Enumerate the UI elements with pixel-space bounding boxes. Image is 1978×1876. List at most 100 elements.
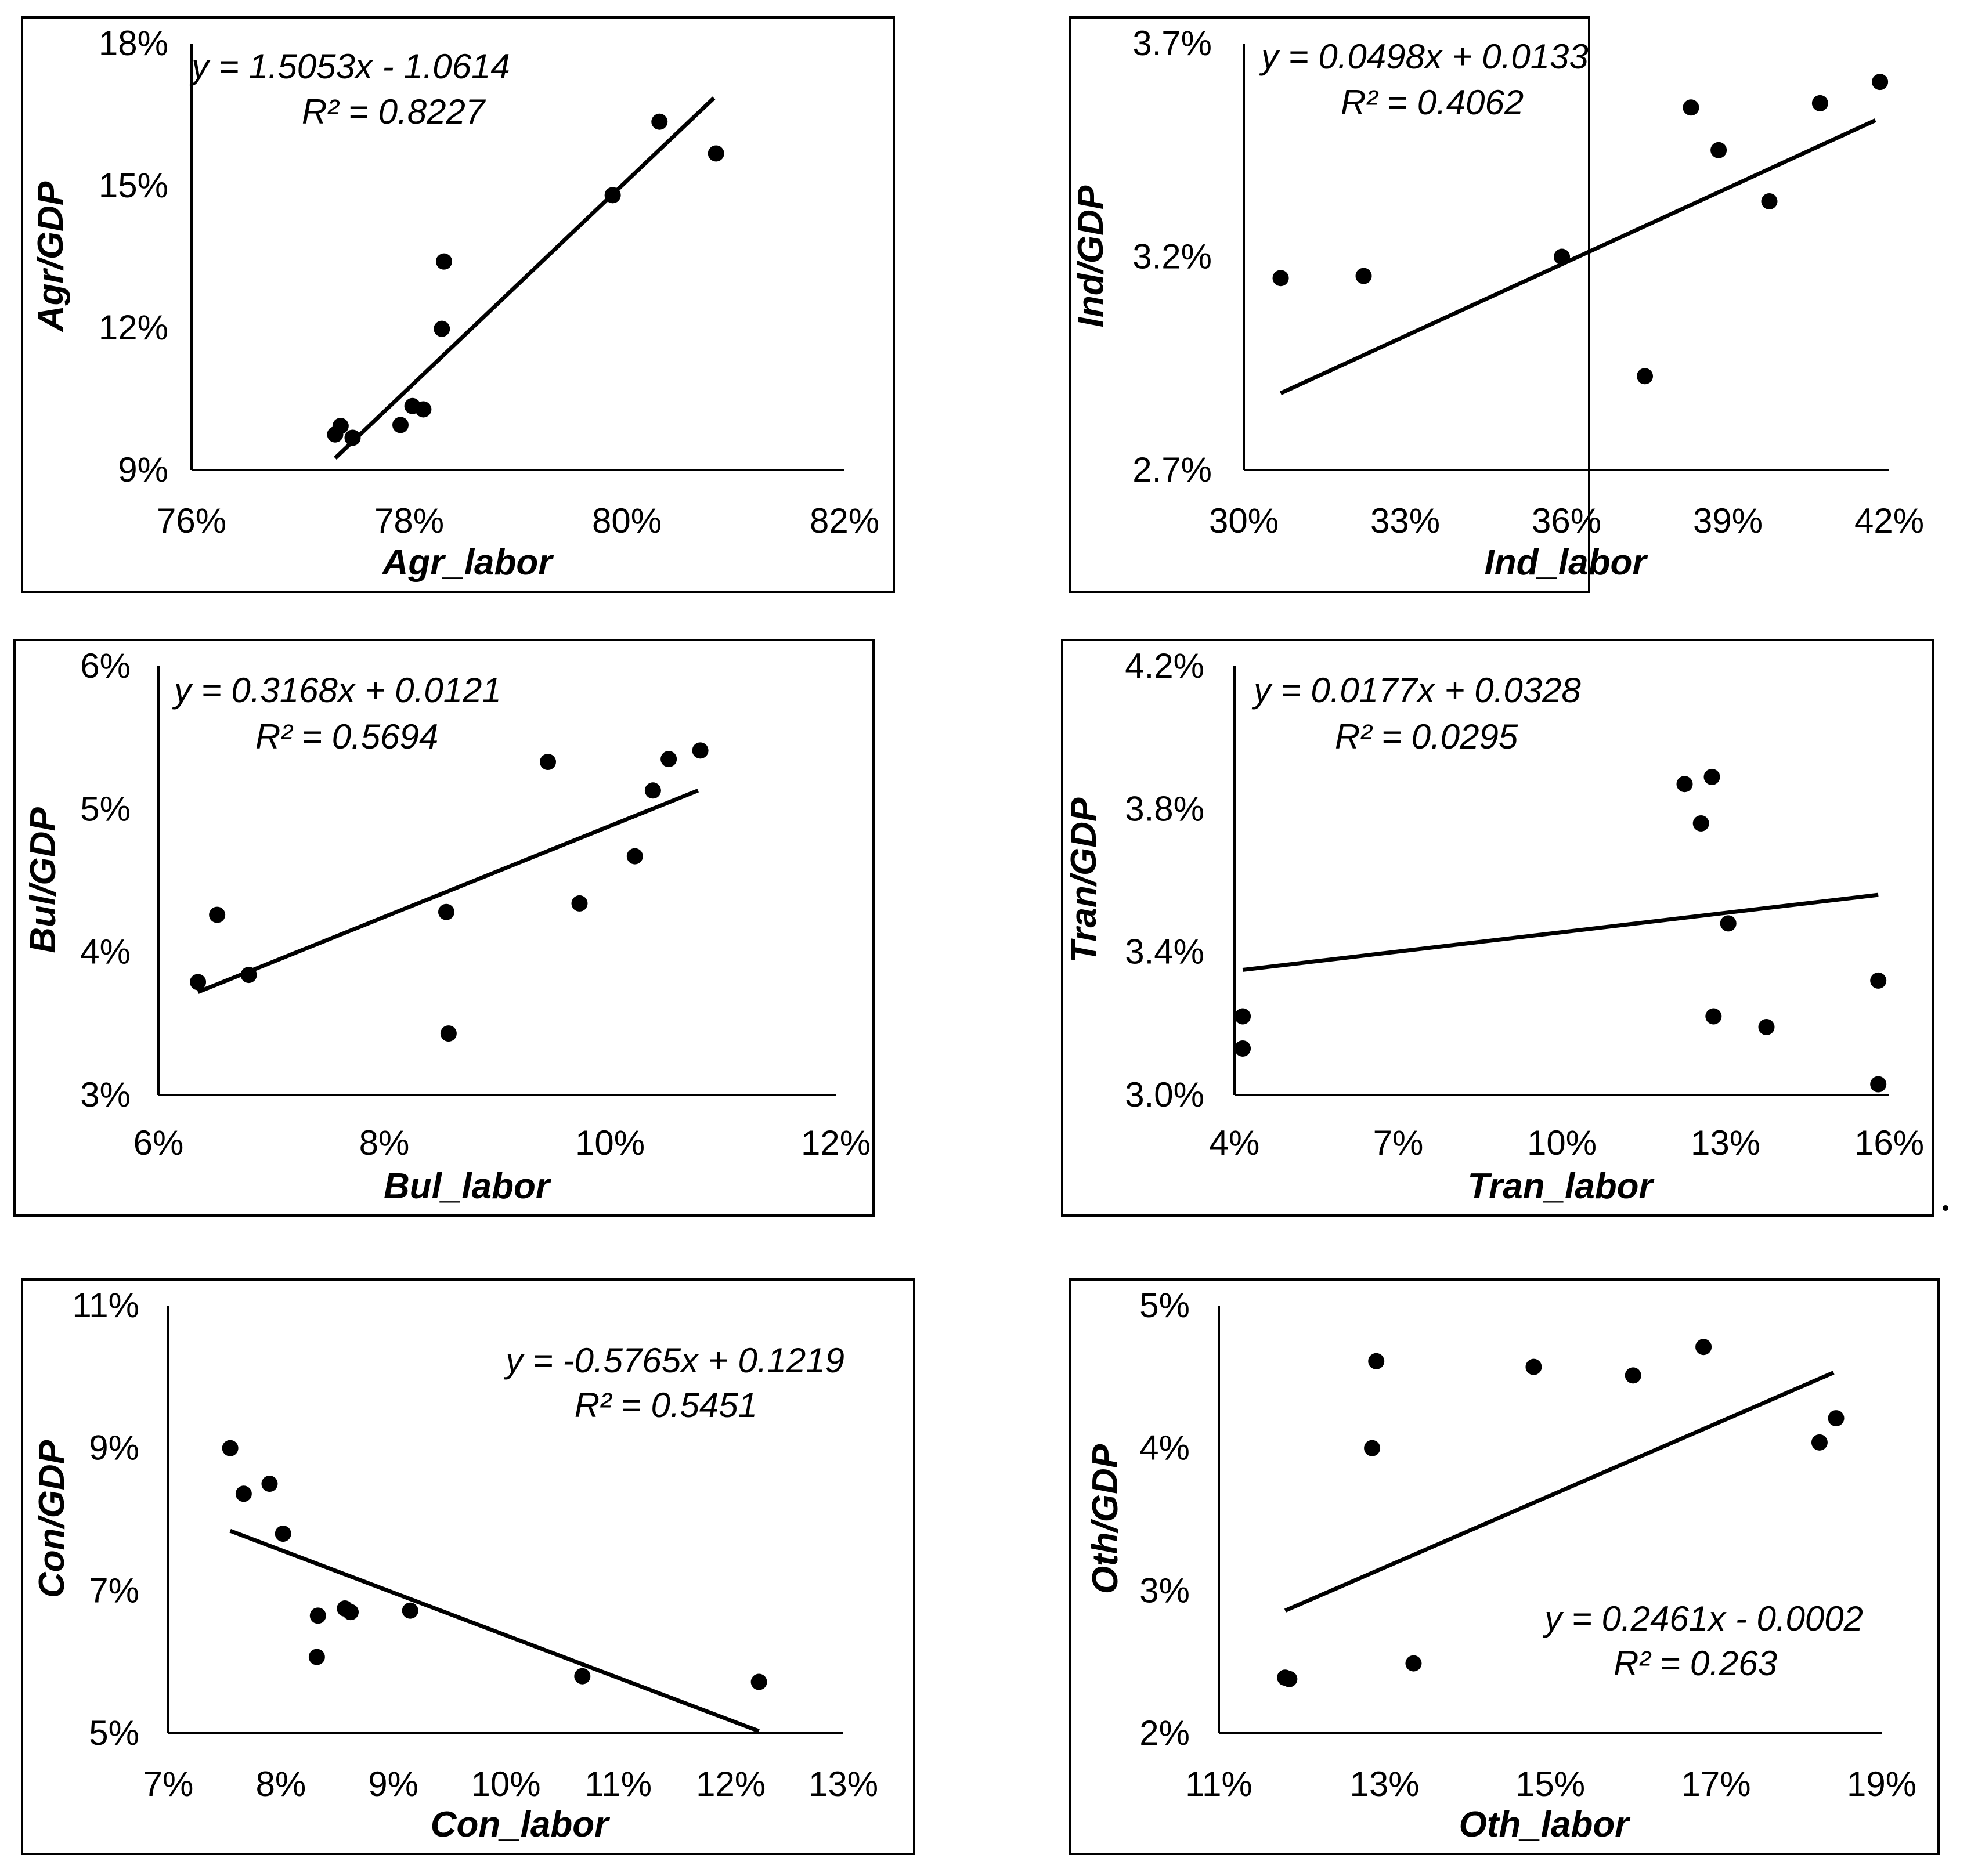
x-tick-label: 82% (810, 501, 879, 540)
y-tick-label: 9% (118, 450, 168, 489)
x-tick-label: 78% (374, 501, 444, 540)
regression-equation: y = 0.0498x + 0.0133 (1259, 37, 1589, 76)
data-point (222, 1440, 239, 1456)
data-point (1676, 776, 1693, 793)
x-tick-label: 13% (1349, 1765, 1419, 1803)
r-squared-label: R² = 0.5694 (255, 717, 438, 756)
x-tick-label: 10% (1527, 1123, 1597, 1162)
y-tick-label: 11% (72, 1286, 139, 1325)
trendline (1280, 118, 1876, 395)
r-squared-label: R² = 0.4062 (1341, 83, 1524, 122)
scatter-panel-3: 6% 8% 10% 12% 3% 4% 5% 6% Bul_labor Bul/GDP y = 0.… (13, 639, 875, 1217)
data-point (1235, 1008, 1251, 1025)
scatter-panel-1: 76% 78% 80% 82% 9% 12% 15% 18% Agr_labor Agr/GDP y… (21, 16, 895, 593)
regression-equation: y = 0.0177x + 0.0328 (1251, 671, 1581, 710)
y-axis-title: Con/GDP (32, 1440, 72, 1598)
panel-frame (1061, 639, 1934, 1217)
x-axis-title: Ind_labor (1484, 543, 1648, 583)
x-tick-label: 7% (143, 1765, 194, 1803)
data-point (332, 418, 349, 435)
y-tick-label: 4.2% (1125, 646, 1204, 685)
y-tick-label: 3.2% (1132, 237, 1212, 276)
data-point (604, 187, 621, 204)
y-tick-label: 4% (1139, 1429, 1190, 1467)
data-point (275, 1526, 291, 1542)
panel-frame (21, 16, 895, 593)
r-squared-label: R² = 0.0295 (1335, 717, 1518, 756)
x-tick-label: 7% (1373, 1123, 1424, 1162)
x-tick-label: 36% (1532, 501, 1601, 540)
trendline (1242, 892, 1879, 972)
x-tick-label: 11% (585, 1765, 652, 1803)
x-tick-label: 8% (255, 1765, 306, 1803)
data-point (1554, 248, 1571, 265)
data-point (209, 906, 226, 923)
data-point (434, 320, 450, 337)
x-tick-label: 12% (801, 1123, 871, 1162)
regression-equation: y = 0.3168x + 0.0121 (172, 671, 501, 710)
trendline (334, 96, 716, 460)
data-point (308, 1649, 325, 1665)
data-point (436, 253, 452, 270)
y-tick-label: 7% (89, 1571, 139, 1610)
x-axis-title: Con_labor (431, 1805, 610, 1845)
y-axis-title: Agr/GDP (31, 181, 71, 332)
data-point (1525, 1358, 1542, 1375)
data-point (438, 903, 454, 920)
scatter-panel-4: 4% 7% 10% 13% 16% 3.0% 3.4% 3.8% 4.2% Tran_labor T… (1061, 639, 1934, 1217)
regression-equation: y = 1.5053x - 1.0614 (189, 47, 510, 86)
regression-equation: y = -0.5765x + 0.1219 (503, 1341, 844, 1380)
y-axis-title: Ind/GDP (1071, 185, 1111, 327)
data-point (750, 1673, 767, 1690)
x-tick-label: 10% (575, 1123, 645, 1162)
data-point (1637, 368, 1654, 385)
x-tick-label: 4% (1210, 1123, 1260, 1162)
data-point (644, 782, 661, 799)
data-point (1364, 1440, 1381, 1456)
y-tick-label: 3.0% (1125, 1075, 1204, 1114)
data-point (1811, 1434, 1828, 1451)
data-point (392, 417, 409, 433)
data-point (1625, 1367, 1641, 1384)
x-tick-label: 16% (1854, 1123, 1924, 1162)
panel-frame (1069, 16, 1590, 593)
regression-equation: y = 0.2461x - 0.0002 (1542, 1599, 1863, 1638)
y-tick-label: 9% (89, 1429, 139, 1467)
data-point (415, 401, 432, 418)
r-squared-label: R² = 0.8227 (302, 92, 486, 131)
data-point (190, 974, 207, 991)
x-tick-label: 12% (696, 1765, 766, 1803)
data-point (1683, 99, 1699, 116)
data-point (1720, 915, 1737, 932)
x-tick-label: 15% (1515, 1765, 1585, 1803)
data-point (1705, 1008, 1722, 1025)
data-point (660, 751, 677, 768)
x-tick-label: 33% (1370, 501, 1440, 540)
data-point (402, 1602, 418, 1619)
y-tick-label: 4% (80, 932, 131, 971)
y-axis-title: Tran/GDP (1064, 797, 1104, 963)
y-axis-title: Oth/GDP (1085, 1444, 1125, 1594)
data-point (440, 1025, 457, 1042)
y-tick-label: 5% (1139, 1286, 1190, 1325)
y-tick-label: 3.4% (1125, 932, 1204, 971)
data-point (540, 754, 557, 771)
data-point (235, 1485, 252, 1502)
x-tick-label: 19% (1847, 1765, 1916, 1803)
r-squared-label: R² = 0.5451 (575, 1386, 757, 1425)
y-tick-label: 5% (89, 1714, 139, 1752)
r-squared-label: R² = 0.263 (1614, 1644, 1777, 1683)
y-tick-label: 6% (80, 646, 131, 685)
panel-frame (13, 639, 875, 1217)
data-point (571, 895, 588, 912)
data-point (1368, 1353, 1385, 1369)
data-point (309, 1607, 326, 1624)
x-tick-label: 30% (1209, 501, 1279, 540)
y-tick-label: 3.8% (1125, 789, 1204, 828)
y-tick-label: 2.7% (1132, 450, 1212, 489)
data-point (1355, 268, 1372, 284)
y-tick-label: 2% (1139, 1714, 1190, 1752)
data-point (651, 113, 668, 130)
x-tick-label: 42% (1854, 501, 1924, 540)
data-point (1710, 142, 1727, 158)
